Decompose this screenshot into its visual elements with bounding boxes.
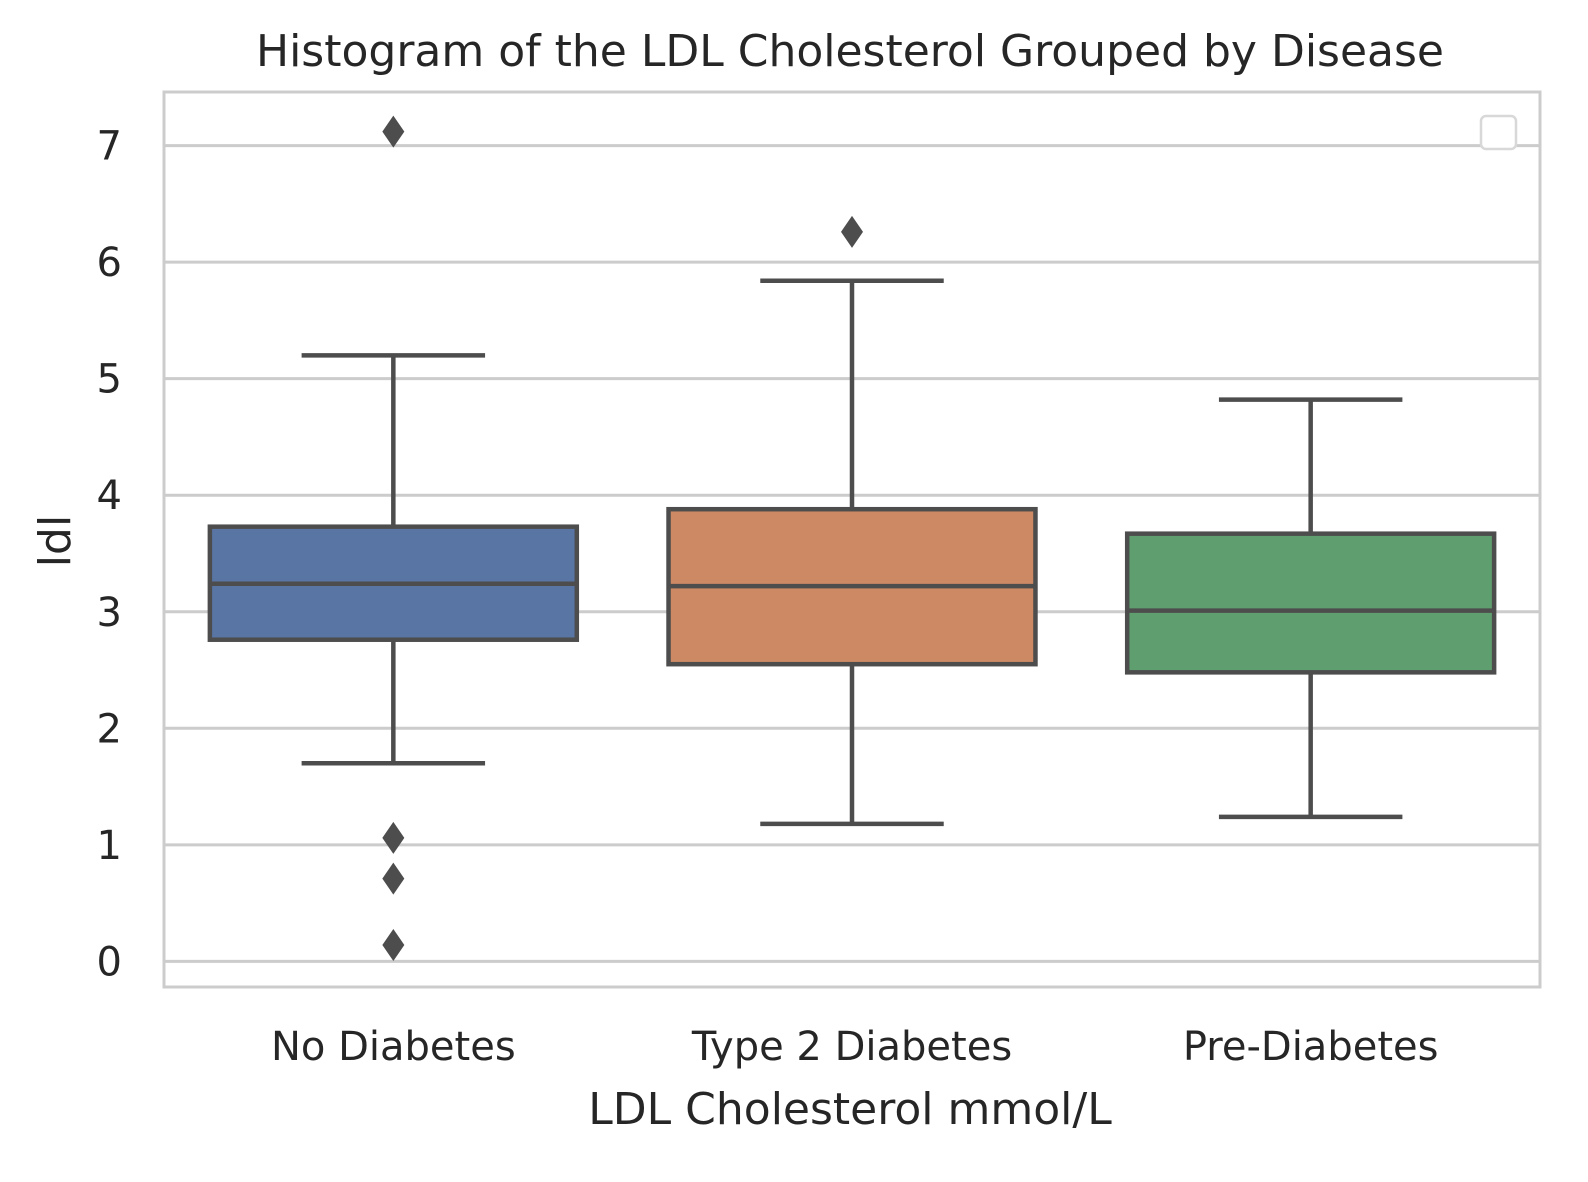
outlier-point (382, 862, 405, 895)
x-tick-label: No Diabetes (271, 1024, 516, 1070)
data-layer (207, 115, 1497, 962)
y-tick-label: 1 (97, 823, 122, 869)
y-tick-label: 0 (97, 939, 122, 985)
x-tick-label: Type 2 Diabetes (691, 1024, 1012, 1070)
box-group (666, 215, 1038, 827)
iqr-box (1124, 531, 1497, 675)
outlier-point (382, 115, 405, 148)
x-tick-labels: No Diabetes Type 2 Diabetes Pre-Diabetes (271, 1024, 1438, 1070)
box-group (1124, 397, 1497, 820)
x-tick-label: Pre-Diabetes (1183, 1024, 1439, 1070)
outlier-point (382, 929, 405, 962)
y-tick-labels: 0 1 2 3 4 5 6 7 (97, 124, 122, 986)
outlier-point (382, 821, 405, 854)
box-group (207, 115, 580, 962)
y-tick-label: 5 (97, 357, 122, 403)
outlier-point (841, 215, 863, 248)
x-axis-label: LDL Cholesterol mmol/L (588, 1084, 1112, 1135)
legend-box (1479, 114, 1518, 151)
plot-frame (162, 90, 1542, 989)
chart-title: Histogram of the LDL Cholesterol Grouped… (256, 26, 1444, 77)
y-tick-label: 2 (97, 706, 122, 752)
y-tick-label: 6 (97, 240, 122, 286)
y-axis-label: ldl (30, 515, 81, 567)
y-tick-label: 4 (97, 473, 122, 519)
y-tick-label: 7 (97, 124, 122, 170)
y-tick-label: 3 (97, 590, 122, 636)
